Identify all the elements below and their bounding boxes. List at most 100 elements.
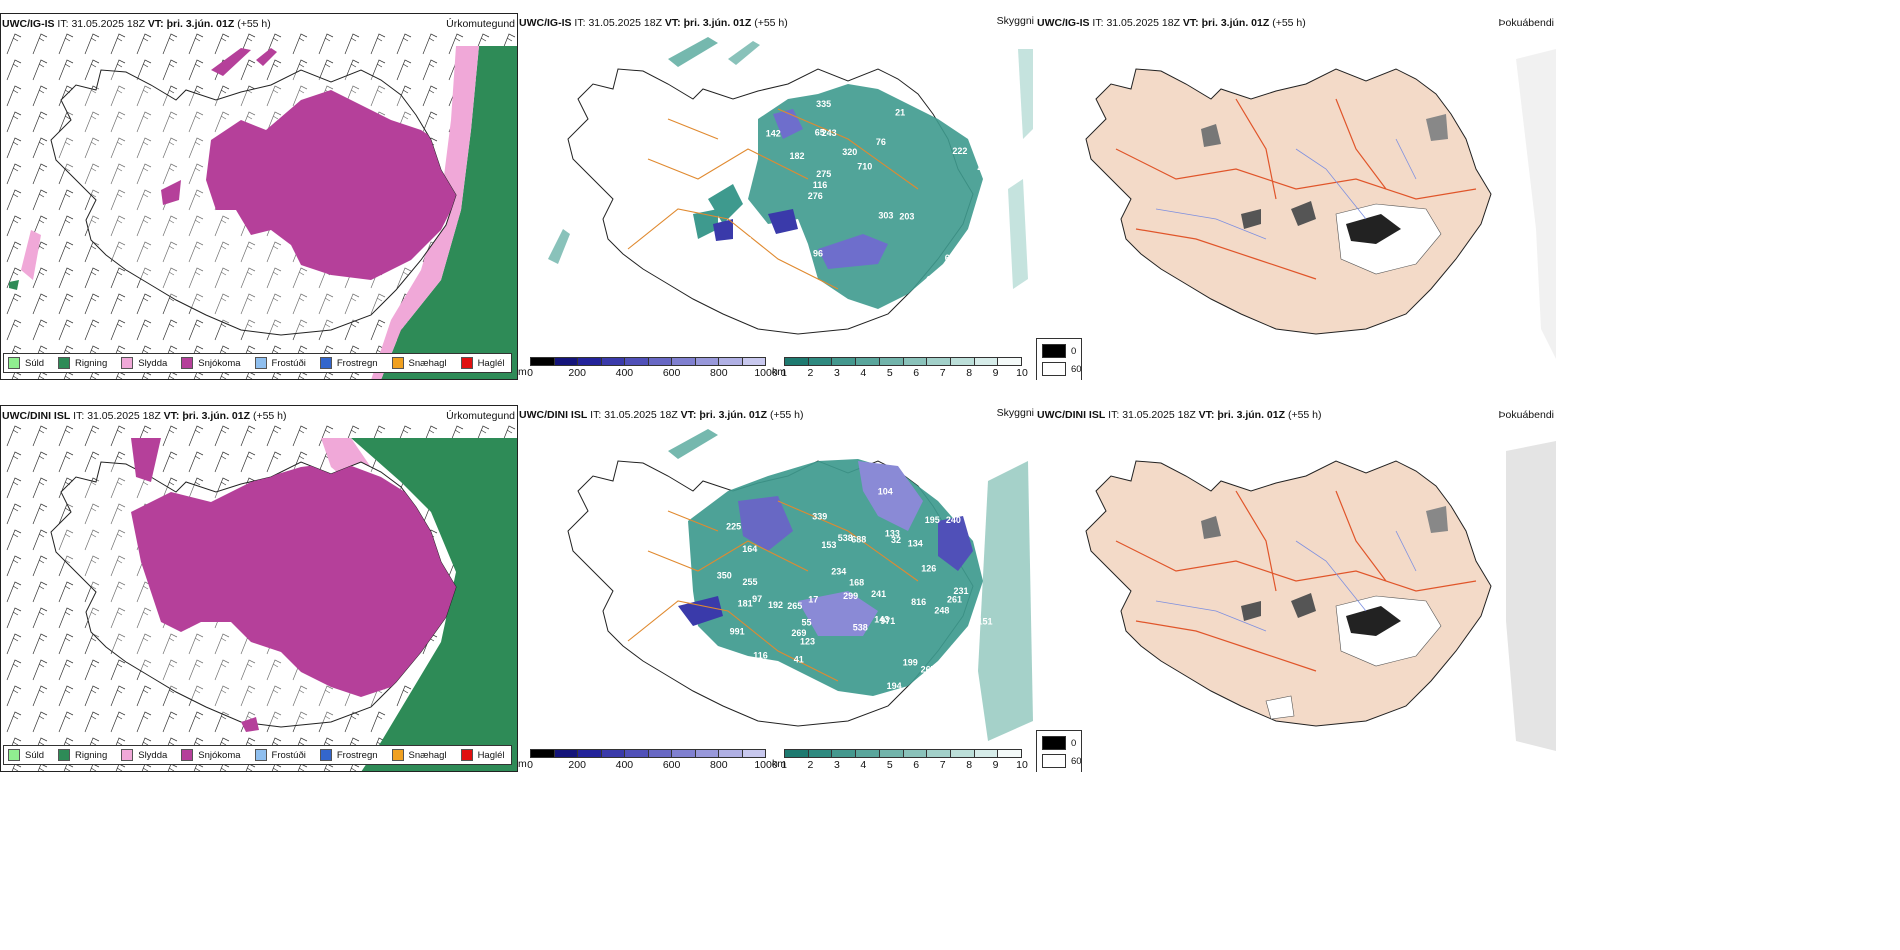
cloudbase-value-label: 231 xyxy=(954,586,969,596)
cloudbase-value-label: 122 xyxy=(768,234,783,244)
panel-header: UWC/DINI ISL IT: 31.05.2025 18Z VT: þri.… xyxy=(2,410,287,422)
cloudbase-value-label: 320 xyxy=(842,147,857,157)
legend-label: Slydda xyxy=(138,749,168,761)
colorbar-segment xyxy=(554,358,578,365)
precip-legend: Súld Rigning Slydda Snjókoma Frostúði Frostre… xyxy=(3,353,512,373)
legend-label: Snæhagl xyxy=(408,357,447,369)
cloudbase-value-label: 265 xyxy=(787,601,802,611)
colorbar-tick-label: 4 xyxy=(860,367,867,379)
fog-legend-swatch xyxy=(1042,362,1066,376)
colorbar-tick-label: 800 xyxy=(710,759,728,771)
cloudbase-value-label: 409 xyxy=(977,164,992,174)
panel-header: UWC/DINI ISL IT: 31.05.2025 18Z VT: þri.… xyxy=(519,409,804,421)
legend-swatch xyxy=(319,749,332,761)
legend-swatch xyxy=(181,749,194,761)
visibility-map: 418 97 143 225 333 164 116 265 134 538 32 267 123 339… xyxy=(567,429,1033,741)
cloudbase-value-label: 816 xyxy=(911,597,926,607)
cloudbase-value-label: 240 xyxy=(946,515,961,525)
colorbar-tick-label: 4 xyxy=(860,759,867,771)
fog-legend-label: 60 xyxy=(1071,755,1082,767)
fog-legend-swatch xyxy=(1042,736,1066,750)
precip-legend-item: Snjókoma xyxy=(181,357,241,369)
legend-label: Frostregn xyxy=(336,357,378,369)
colorbar-segment xyxy=(950,358,975,365)
precip-legend-item: Frostúði xyxy=(254,749,306,761)
colorbar-segment xyxy=(856,750,880,757)
colorbar-tick-label: 6 xyxy=(913,759,920,771)
cloudbase-value-label: 225 xyxy=(726,521,741,531)
colorbar-segment xyxy=(856,358,880,365)
legend-swatch xyxy=(181,357,194,369)
legend-label: Haglél xyxy=(477,749,505,761)
cloudbase-value-label: 116 xyxy=(813,180,828,190)
cloudbase-value-label: 97 xyxy=(752,594,762,604)
colorbar-segment xyxy=(742,750,765,757)
cloudbase-value-label: 736 xyxy=(731,126,746,136)
colorbar-tick-label: 200 xyxy=(568,367,586,379)
legend-swatch xyxy=(254,749,267,761)
colorbar-tick-label: 8 xyxy=(966,759,973,771)
colorbar-tick-label: 600 xyxy=(662,759,681,771)
fog-legend-label: 0 xyxy=(1071,737,1077,749)
colorbar-segment xyxy=(578,750,602,757)
precip-legend-item: Slydda xyxy=(121,357,167,369)
cloudbase-value-label: 140 xyxy=(759,258,774,268)
precip-legend-item: Súld xyxy=(8,749,44,761)
colorbar-segment xyxy=(672,358,696,365)
colorbar-segment xyxy=(903,358,928,365)
precip-type-panel-top: UWC/IG-IS IT: 31.05.2025 18Z VT: þri. 3.… xyxy=(0,13,518,380)
colorbar-swatches xyxy=(784,749,1022,758)
colorbar-segment xyxy=(879,358,904,365)
cloudbase-value-label: 104 xyxy=(878,486,893,496)
cloudbase-value-label: 303 xyxy=(878,210,893,220)
fog-panel-bottom: UWC/DINI ISL IT: 31.05.2025 18Z VT: þri.… xyxy=(1036,405,1556,772)
panel-title: Úrkomutegund xyxy=(446,18,515,30)
visibility-colorbar: 1 2 3 4 5 6 7 8 9 10 km xyxy=(772,749,1028,771)
cloudbase-value-label: 182 xyxy=(790,151,805,161)
cloudbase-colorbar: 0 200 400 600 800 1000 m xyxy=(518,749,778,771)
colorbar-unit: km xyxy=(772,758,786,770)
cloudbase-value-label: 241 xyxy=(871,589,886,599)
cloudbase-value-label: 17 xyxy=(808,595,818,605)
visibility-panel-bottom: UWC/DINI ISL IT: 31.05.2025 18Z VT: þri.… xyxy=(518,405,1036,772)
panel-title: Þokuábendi xyxy=(1498,409,1554,421)
colorbar-tick-label: 6 xyxy=(913,367,920,379)
cloudbase-value-label: 24 xyxy=(953,119,963,129)
colorbar-segment xyxy=(785,358,809,365)
cloudbase-value-label: 339 xyxy=(812,511,827,521)
colorbar-segment xyxy=(601,358,625,365)
precip-legend-item: Snjókoma xyxy=(181,749,241,761)
cloudbase-colorbar: 0 200 400 600 800 1000 m xyxy=(518,357,778,379)
cloudbase-value-label: 133 xyxy=(885,529,900,539)
colorbar-segment xyxy=(742,358,765,365)
colorbar-segment xyxy=(950,750,975,757)
precip-legend-item: Rigning xyxy=(58,749,107,761)
legend-swatch xyxy=(8,749,20,761)
cloudbase-value-label: 299 xyxy=(843,591,858,601)
cloudbase-value-label: 192 xyxy=(768,600,783,610)
precip-legend-item: Frostregn xyxy=(319,357,378,369)
panel-title: Þokuábendi xyxy=(1498,17,1554,29)
colorbar-tick-label: 9 xyxy=(992,759,999,771)
cloudbase-value-label: 538 xyxy=(853,622,868,632)
cloudbase-value-label: 333 xyxy=(951,643,966,653)
cloudbase-value-label: 418 xyxy=(936,679,951,689)
colorbar-tick-label: 2 xyxy=(807,367,814,379)
colorbar-segment xyxy=(879,750,904,757)
cloudbase-value-label: 18 xyxy=(741,278,751,288)
colorbar-segment xyxy=(927,750,951,757)
cloudbase-value-label: 123 xyxy=(800,636,815,646)
cloudbase-value-label: 203 xyxy=(899,212,914,222)
legend-swatch xyxy=(8,357,20,369)
panel-header: UWC/IG-IS IT: 31.05.2025 18Z VT: þri. 3.… xyxy=(1037,17,1306,29)
cloudbase-value-label: 267 xyxy=(921,665,936,675)
cloudbase-value-label: 187 xyxy=(736,236,751,246)
colorbar-unit: m xyxy=(518,366,527,378)
colorbar-segment xyxy=(832,750,857,757)
cloudbase-value-label: 168 xyxy=(849,578,864,588)
colorbar-segment xyxy=(531,750,555,757)
colorbar-segment xyxy=(601,750,625,757)
fog-map xyxy=(1085,49,1556,359)
colorbar-segment xyxy=(719,358,743,365)
colorbar-tick-label: 8 xyxy=(966,367,973,379)
